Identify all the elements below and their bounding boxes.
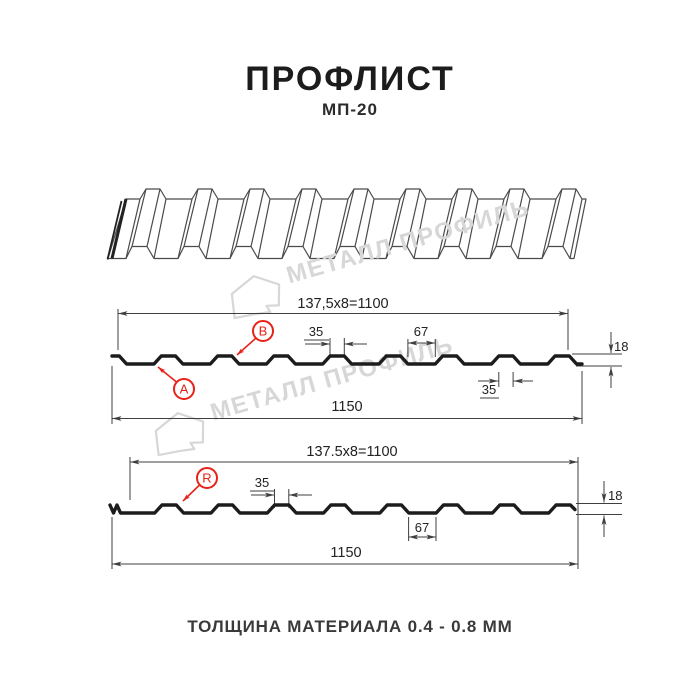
dim-overall-top-label: 1150 — [331, 399, 362, 415]
sheet-3d-rib-line — [458, 188, 473, 247]
dim-module-top-label: 137,5x8=1100 — [297, 296, 388, 312]
label-a-letter: A — [180, 382, 189, 397]
sheet-3d-rib-line — [333, 198, 349, 259]
dim-crest-bottom-label: 35 — [482, 382, 496, 397]
dim-crest-bottom-profile-label: 35 — [255, 475, 269, 490]
sheet-3d-rib-line — [443, 188, 459, 247]
profile-top-outline — [110, 354, 584, 366]
sheet-3d-rib-line — [250, 188, 265, 247]
sheet-3d-rib-line — [302, 188, 317, 247]
dim-p1-crest-top: 35 — [304, 324, 367, 357]
sheet-3d-face — [107, 188, 587, 260]
sheet-3d-rib-line — [153, 198, 167, 259]
dim-p2-valley: 67 — [408, 517, 437, 541]
dim-p2-overall: 1150 — [111, 517, 578, 569]
sheet-3d-rib-line — [547, 188, 563, 247]
label-r-arrow — [182, 484, 201, 502]
sheet-3d-rib-line — [569, 198, 583, 259]
sheet-3d-rib-line — [287, 188, 303, 247]
sheet-3d-rib-line — [281, 198, 297, 259]
label-b-badge: B — [236, 320, 274, 356]
dim-height-top-label: 18 — [614, 339, 628, 354]
sheet-3d-rib-line — [177, 198, 193, 259]
sheet-3d-rib-line — [495, 188, 511, 247]
sheet-3d-rib-line — [465, 198, 479, 259]
sheet-3d-rib-line — [198, 188, 213, 247]
page-subtitle: МП-20 — [322, 100, 378, 119]
sheet-3d-rib-line — [517, 198, 531, 259]
sheet-3d-rib-line — [354, 188, 369, 247]
dim-p1-module: 137,5x8=1100 — [117, 296, 569, 350]
sheet-3d-cut-edge-inner — [106, 200, 123, 260]
label-b-letter: B — [259, 324, 268, 339]
sheet-3d-rib-line — [309, 198, 323, 259]
label-r-letter: R — [202, 471, 211, 486]
dim-module-bottom-label: 137.5x8=1100 — [306, 444, 397, 460]
sheet-3d-rib-line — [413, 198, 427, 259]
sheet-3d-rib-line — [146, 188, 161, 247]
sheet-3d-rib-line — [541, 198, 557, 259]
sheet-3d-rib-line — [361, 198, 375, 259]
sheet-3d-rib-line — [489, 198, 505, 259]
dim-p1-valley: 67 — [407, 324, 436, 357]
sheet-3d-rib-line — [510, 188, 525, 247]
label-a-arrow — [157, 366, 178, 383]
footer-note: ТОЛЩИНА МАТЕРИАЛА 0.4 - 0.8 ММ — [187, 617, 513, 636]
label-b-arrow — [236, 337, 257, 356]
profile-bottom-section: 137.5x8=1100 R 35 67 — [108, 444, 622, 569]
dim-p1-overall: 1150 — [111, 366, 583, 424]
dim-p1-height: 18 — [572, 332, 628, 388]
sheet-3d-rib-line — [125, 198, 141, 259]
dim-p2-module: 137.5x8=1100 — [129, 444, 579, 569]
sheet-3d-rib-line — [257, 198, 271, 259]
sheet-3d-cut-edge — [110, 198, 128, 259]
dim-p2-height: 18 — [576, 481, 622, 537]
label-a-badge: A — [157, 366, 195, 400]
sheet-3d-drawing — [106, 188, 587, 260]
sheet-3d-rib-line — [205, 198, 219, 259]
sheet-3d-rib-line — [391, 188, 407, 247]
watermark-2: МЕТАЛЛ ПРОФИЛЬ — [154, 331, 457, 457]
page-title: ПРОФЛИСТ — [245, 60, 455, 98]
dim-crest-top-label: 35 — [309, 324, 323, 339]
sheet-3d-rib-line — [406, 188, 421, 247]
sheet-3d-rib-line — [339, 188, 355, 247]
sheet-3d-rib-line — [437, 198, 453, 259]
label-r-badge: R — [182, 467, 218, 502]
dim-valley-bottom-label: 67 — [415, 520, 429, 535]
sheet-3d-rib-line — [235, 188, 251, 247]
sheet-3d-rib-line — [385, 198, 401, 259]
dim-overall-bottom-label: 1150 — [330, 545, 361, 561]
sheet-3d-rib-line — [183, 188, 199, 247]
sheet-3d-rib-line — [229, 198, 245, 259]
watermark-logo-icon — [154, 412, 205, 457]
dim-height-bottom-label: 18 — [608, 488, 622, 503]
sheet-3d-rib-line — [131, 188, 147, 247]
dim-p2-crest: 35 — [250, 475, 312, 508]
dim-p1-crest-bottom: 35 — [478, 372, 533, 399]
profile-top-section: 137,5x8=1100 B A 35 67 — [110, 296, 628, 424]
watermark-logo-icon — [230, 275, 281, 320]
dim-valley-top-label: 67 — [414, 324, 428, 339]
profile-bottom-outline — [108, 503, 577, 515]
sheet-3d-rib-line — [562, 188, 577, 247]
